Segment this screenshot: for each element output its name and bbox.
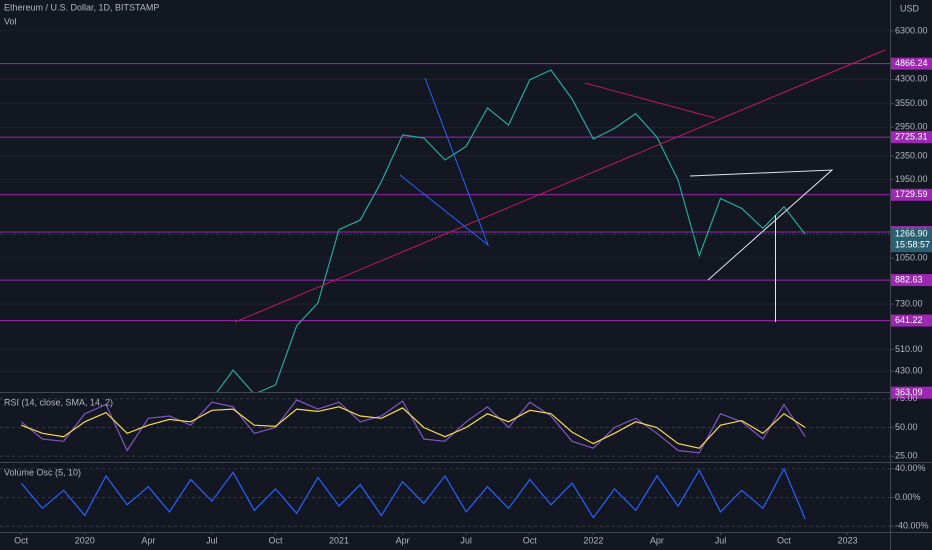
- y-tick-label: 1050.00: [895, 252, 928, 262]
- x-tick-label: Jul: [715, 535, 727, 545]
- pane: [0, 398, 890, 457]
- y-tick-label: -40.00%: [895, 521, 929, 531]
- currency-label: USD: [900, 3, 920, 13]
- y-tick-label: 730.00: [895, 299, 923, 309]
- y-tick-label: 2350.00: [895, 150, 928, 160]
- x-tick-label: 2022: [583, 535, 603, 545]
- x-tick-label: Jul: [206, 535, 218, 545]
- x-tick-label: Jul: [460, 535, 472, 545]
- level-label-box: [891, 188, 932, 201]
- x-tick-label: Oct: [777, 535, 792, 545]
- last-price-box: [891, 228, 932, 253]
- level-label: 882.63: [895, 274, 923, 284]
- y-tick-label: 4300.00: [895, 74, 928, 84]
- level-label: 4866.24: [895, 58, 928, 68]
- x-tick-label: Apr: [650, 535, 664, 545]
- y-tick-label: 50.00: [895, 422, 918, 432]
- pattern-drawing: [399, 77, 490, 247]
- y-tick-label: 3550.00: [895, 98, 928, 108]
- pane: [0, 30, 890, 392]
- y-tick-label: 25.00: [895, 451, 918, 461]
- y-tick-label: 0.00%: [895, 492, 921, 502]
- y-tick-label: 1950.00: [895, 174, 928, 184]
- series-line: [20, 406, 806, 449]
- series-line: [20, 399, 806, 454]
- chart-title: Ethereum / U.S. Dollar, 1D, BITSTAMP: [4, 2, 159, 12]
- series-line: [216, 69, 806, 392]
- level-label: 1729.59: [895, 189, 928, 199]
- trend-line: [234, 49, 886, 323]
- volume-osc-title: Volume Osc (5, 10): [4, 467, 81, 477]
- drawings: [234, 49, 886, 323]
- y-tick-label: 6300.00: [895, 25, 928, 35]
- level-label: 2725.31: [895, 132, 928, 142]
- y-tick-label: 40.00%: [895, 463, 926, 473]
- x-tick-label: Oct: [14, 535, 29, 545]
- level-label-box: [891, 57, 932, 70]
- x-tick-label: 2020: [75, 535, 95, 545]
- pane: [0, 467, 890, 527]
- plot-layer: 6300.00 4300.00 3550.00 2950.00 2350.00 1950.…: [0, 25, 932, 545]
- level-label-box: [891, 131, 932, 144]
- rsi-title: RSI (14, close, SMA, 14, 2): [4, 397, 113, 407]
- x-tick-label: Apr: [141, 535, 155, 545]
- level-label: 641.22: [895, 315, 923, 325]
- x-tick-label: 2023: [838, 535, 858, 545]
- y-tick-label: 430.00: [895, 366, 923, 376]
- x-tick-label: Oct: [523, 535, 538, 545]
- triangle-drawing: [689, 169, 834, 281]
- x-tick-label: Apr: [396, 535, 410, 545]
- level-label-box: [891, 314, 932, 327]
- y-tick-label: 2950.00: [895, 121, 928, 131]
- x-tick-label: 2021: [329, 535, 349, 545]
- y-tick-label: 75.00: [895, 393, 918, 403]
- x-tick-label: Oct: [268, 535, 283, 545]
- trend-line: [584, 82, 716, 119]
- level-label-box: [891, 386, 932, 399]
- last-price-label: 1266.90: [895, 229, 928, 239]
- countdown-label: 15:58:57: [895, 240, 930, 250]
- volume-label: Vol: [4, 16, 17, 26]
- series-line: [20, 467, 806, 520]
- y-tick-label: 510.00: [895, 344, 923, 354]
- level-label: 363.09: [895, 387, 923, 397]
- level-label-box: [891, 274, 932, 287]
